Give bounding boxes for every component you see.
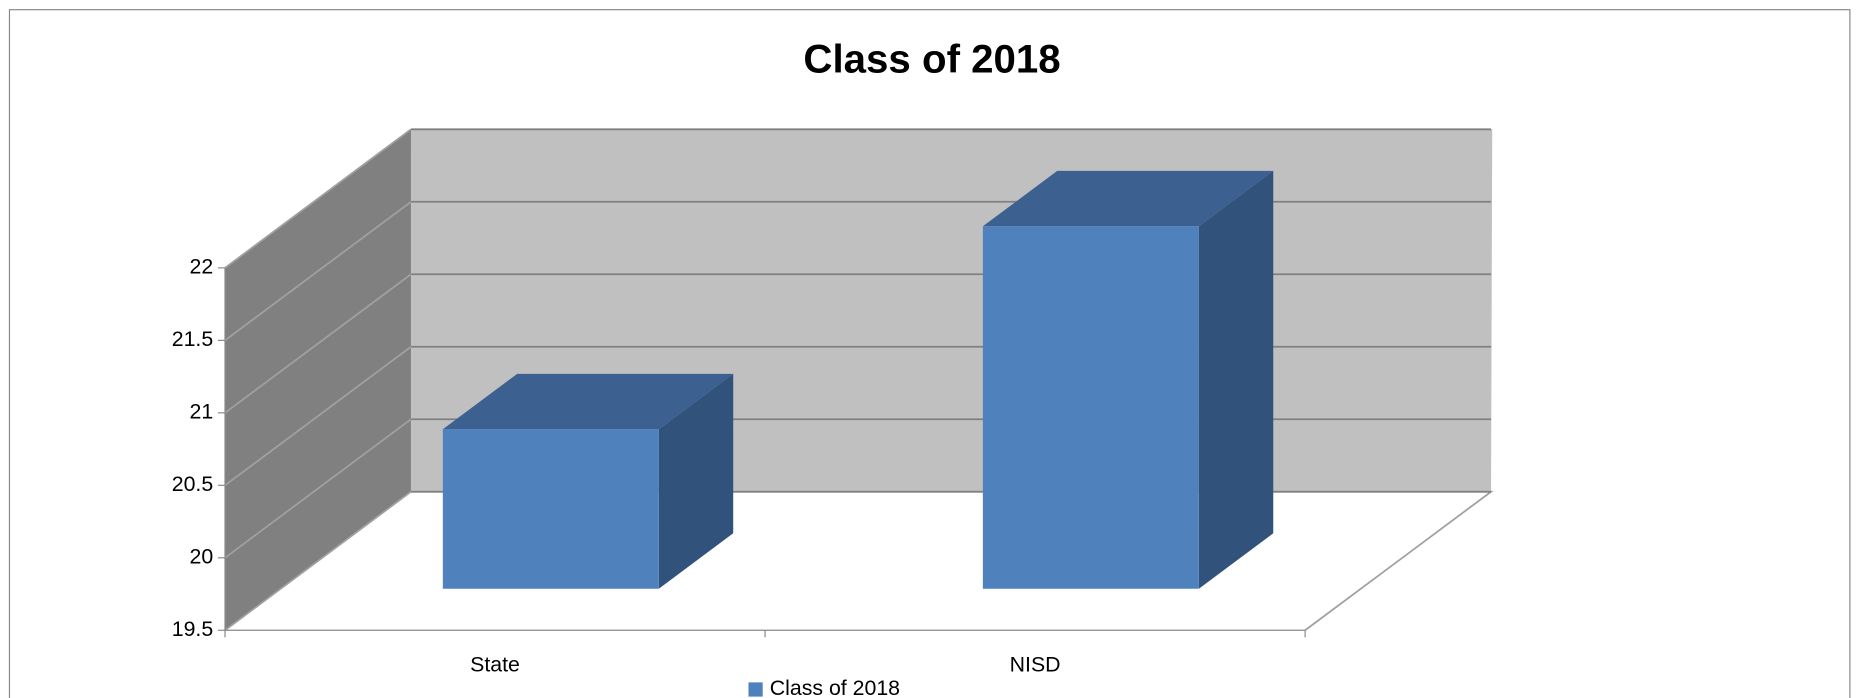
y-tick-label: 21 [189,399,213,423]
y-tick-label: 20.5 [172,472,213,496]
x-tick-label: NISD [1010,652,1061,676]
bar [442,429,659,589]
grid-line [224,201,412,342]
bar-top [982,170,1274,227]
y-tick-label: 20 [189,544,213,568]
legend-label: Class of 2018 [770,676,900,698]
grid-line [224,418,412,559]
grid-line [224,346,412,487]
grid-line [224,490,412,631]
bar [982,226,1199,589]
y-tick-label: 19.5 [172,617,213,641]
chart-title: Class of 2018 [803,36,1060,81]
y-tick-label: 21.5 [172,327,213,351]
side-wall [225,129,411,631]
x-tick-label: State [470,652,520,676]
grid-line [224,128,412,269]
legend-swatch [748,682,763,697]
y-tick-label: 22 [189,254,213,278]
bar-side [658,373,734,589]
bar-top [442,373,734,430]
grid-line [224,273,412,414]
bar-side [1198,170,1274,589]
